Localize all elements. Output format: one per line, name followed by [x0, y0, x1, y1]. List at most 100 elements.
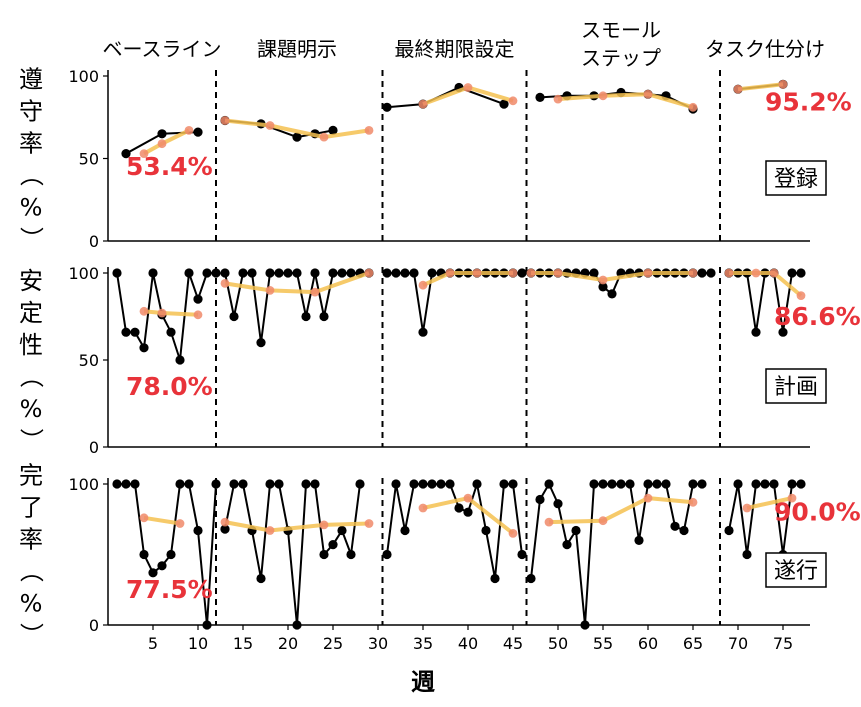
- data-point: [517, 549, 527, 560]
- y-axis-title-char: ）: [17, 623, 45, 647]
- data-point: [661, 479, 671, 489]
- data-point: [166, 549, 176, 560]
- trend-point: [598, 275, 608, 285]
- percentage-label: 78.0%: [126, 372, 213, 401]
- y-axis-title-char: 守: [19, 98, 43, 126]
- trend-line: [557, 92, 694, 110]
- trend-point: [463, 83, 473, 92]
- trend-line: [224, 271, 370, 295]
- trend-point: [364, 125, 374, 135]
- x-tick-label: 10: [188, 634, 208, 653]
- data-point: [427, 268, 437, 278]
- trend-point: [643, 493, 653, 503]
- data-point: [229, 311, 239, 322]
- data-point: [688, 479, 698, 489]
- y-axis-title-char: ）: [17, 227, 45, 251]
- data-point: [571, 525, 581, 536]
- x-tick-label: 35: [413, 634, 433, 653]
- x-tick-label: 50: [548, 634, 568, 653]
- data-point: [481, 525, 491, 536]
- x-tick-label: 55: [593, 634, 613, 653]
- data-point: [724, 525, 734, 536]
- trend-point: [445, 268, 455, 278]
- data-point: [499, 479, 509, 489]
- x-tick-label: 65: [683, 634, 703, 653]
- data-point: [184, 268, 194, 278]
- panel-label: 計画: [774, 375, 818, 400]
- data-point: [292, 620, 302, 630]
- y-tick-label: 100: [68, 264, 99, 283]
- trend-point: [688, 268, 698, 278]
- data-point: [634, 535, 644, 546]
- phase-label: ステップ: [581, 46, 661, 70]
- data-point: [211, 479, 221, 489]
- y-axis-title-char: （: [17, 163, 45, 187]
- trend-point: [463, 493, 473, 503]
- phase-label: 最終期限設定: [395, 37, 515, 61]
- trend-point: [598, 91, 608, 101]
- data-point: [652, 479, 662, 489]
- trend-point: [175, 519, 185, 528]
- trend-point: [364, 268, 374, 278]
- data-point: [787, 479, 797, 489]
- data-point: [535, 92, 545, 102]
- y-axis-title-char: （: [17, 559, 45, 583]
- panel-label: 遂行: [774, 559, 818, 584]
- panel-label-box: [765, 552, 827, 588]
- y-axis-title-char: 遵: [19, 66, 43, 94]
- data-point: [679, 525, 689, 536]
- data-point: [157, 561, 167, 571]
- trend-point: [553, 94, 563, 104]
- data-point: [508, 479, 518, 489]
- trend-point: [643, 268, 653, 278]
- data-line: [387, 272, 522, 333]
- y-axis-title-char: 定: [19, 299, 43, 327]
- y-tick-label: 50: [79, 150, 99, 169]
- data-point: [706, 268, 716, 278]
- trend-point: [787, 493, 797, 503]
- data-point: [202, 620, 212, 630]
- data-point: [778, 327, 788, 337]
- data-point: [787, 268, 797, 278]
- y-axis-title-char: %: [20, 590, 43, 618]
- trend-point: [319, 132, 329, 142]
- y-tick-label: 100: [68, 67, 99, 86]
- data-point: [292, 268, 302, 278]
- data-point: [193, 127, 203, 137]
- data-point: [562, 540, 572, 550]
- data-point: [283, 268, 293, 278]
- data-point: [130, 327, 140, 337]
- panel-label-box: [765, 160, 827, 196]
- trend-point: [508, 529, 518, 538]
- data-point: [751, 479, 761, 489]
- phase-label: ベースライン: [103, 37, 222, 61]
- data-point: [670, 521, 680, 531]
- data-point: [319, 311, 329, 322]
- panel-label-box: [765, 368, 827, 404]
- trend-point: [418, 99, 428, 109]
- data-point: [427, 479, 437, 489]
- data-point: [193, 294, 203, 304]
- data-point: [139, 549, 149, 560]
- y-tick-label: 0: [89, 232, 99, 251]
- y-axis-title-char: 率: [19, 130, 43, 158]
- data-point: [328, 125, 338, 135]
- data-point: [274, 479, 284, 489]
- data-point: [337, 268, 347, 278]
- data-point: [733, 479, 743, 489]
- percentage-label: 95.2%: [765, 88, 852, 117]
- data-line: [386, 483, 523, 579]
- y-tick-label: 50: [79, 351, 99, 370]
- data-point: [526, 573, 536, 584]
- y-axis-title-char: ）: [17, 428, 45, 452]
- panel-label: 登録: [774, 167, 818, 192]
- trend-point: [139, 513, 149, 523]
- trend-line: [422, 271, 513, 288]
- data-point: [445, 479, 455, 489]
- x-tick-label: 25: [323, 634, 343, 653]
- x-tick-label: 70: [728, 634, 748, 653]
- trend-point: [220, 116, 230, 125]
- data-point: [769, 479, 779, 489]
- y-tick-label: 0: [89, 616, 99, 635]
- trend-point: [265, 526, 275, 535]
